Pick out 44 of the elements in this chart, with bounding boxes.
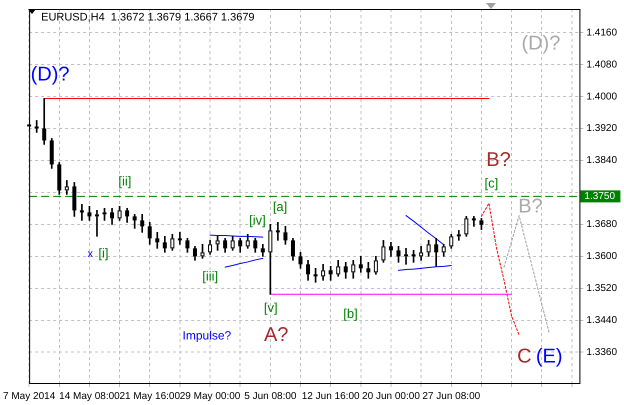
- chart-title: EURUSD,H4 1.3672 1.3679 1.3667 1.3679: [41, 12, 255, 24]
- annotation: (E): [536, 345, 562, 368]
- annotation: C: [517, 345, 532, 368]
- candlestick: [94, 210, 99, 237]
- y-tick-label: 1.3520: [586, 283, 618, 294]
- annotation: [i]: [98, 246, 108, 261]
- annotation: B?: [486, 148, 511, 171]
- x-tick-label: 20 Jun 00:00: [362, 390, 420, 402]
- annotation: x: [87, 248, 94, 260]
- line-series: [504, 215, 550, 334]
- annotation: Impulse?: [182, 328, 232, 343]
- annotation: [v]: [264, 300, 278, 315]
- y-tick-label: 1.3600: [586, 251, 618, 262]
- x-tick-label: 12 Jun 16:00: [302, 390, 360, 402]
- y-tick-label: 1.3440: [586, 315, 618, 326]
- x-tick-label: 14 May 08:00: [59, 390, 120, 402]
- x-tick-label: 21 May 16:00: [119, 390, 180, 402]
- candlestick: [404, 248, 408, 265]
- annotation: [iv]: [249, 212, 266, 228]
- annotation: B?: [518, 196, 543, 218]
- y-tick-label: 1.4160: [586, 27, 618, 38]
- annotation: [c]: [484, 176, 498, 191]
- line-series: [480, 202, 520, 336]
- annotation: A?: [264, 324, 288, 346]
- annotation: (D)?: [521, 32, 560, 55]
- y-tick-label: 1.4080: [586, 59, 618, 70]
- candlestick: [412, 250, 416, 263]
- annotation: [b]: [343, 306, 358, 321]
- x-tick-label: 29 May 00:00: [180, 390, 241, 402]
- x-tick-label: 27 Jun 08:00: [422, 390, 481, 402]
- annotation: [a]: [272, 198, 288, 214]
- candlestick: [314, 268, 318, 283]
- annotation: [iii]: [202, 268, 218, 284]
- x-tick-label: 5 Jun 08:00: [244, 390, 297, 402]
- y-tick-label: 1.3840: [586, 155, 618, 166]
- annotation: (D)?: [30, 64, 70, 86]
- y-tick-label: 1.4000: [586, 91, 618, 102]
- y-tick-label: 1.3680: [586, 219, 618, 230]
- candlestick: [102, 208, 107, 221]
- y-tick-label: 1.3920: [586, 123, 618, 134]
- y-tick-label: 1.3360: [586, 346, 618, 358]
- x-tick-label: 7 May 2014: [2, 390, 56, 402]
- ref-line-label: 1.3750: [584, 191, 616, 202]
- annotation: [ii]: [118, 173, 132, 188]
